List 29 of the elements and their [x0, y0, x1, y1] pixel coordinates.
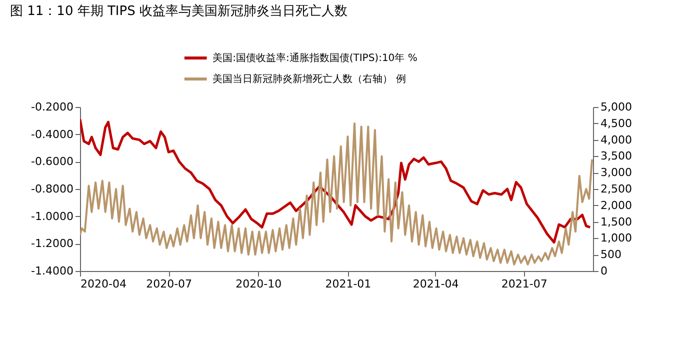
- x-tick-label: 2021-04: [412, 278, 459, 290]
- y2-tick-label: 3,500: [600, 150, 632, 163]
- y2-tick-label: 4,000: [600, 133, 632, 146]
- y2-tick-label: 4,500: [600, 116, 632, 130]
- x-tick-label: 2020-07: [146, 278, 192, 290]
- y2-tick-label: 0: [600, 264, 608, 278]
- y2-tick-label: 5,000: [600, 100, 632, 114]
- y2-tick-label: 2,500: [600, 182, 632, 196]
- legend-label: 美国:国债收益率:通胀指数国债(TIPS):10年 %: [212, 52, 418, 64]
- x-tick-label: 2020-04: [80, 278, 126, 290]
- x-tick-label: 2021-07: [501, 278, 548, 290]
- y-tick-label: -0.8000: [31, 182, 74, 196]
- x-tick-label: 2021-01: [325, 278, 372, 290]
- y-tick-label: -0.2000: [31, 100, 74, 114]
- y2-tick-label: 3,000: [600, 166, 632, 180]
- chart-title: 图 11：10 年期 TIPS 收益率与美国新冠肺炎当日死亡人数: [10, 3, 348, 19]
- y2-tick-label: 1,500: [600, 215, 632, 228]
- line-series: [80, 118, 592, 244]
- y-tick-label: -0.6000: [31, 155, 74, 168]
- x-tick-label: 2020-10: [236, 278, 282, 290]
- y-tick-label: -1.4000: [31, 264, 74, 278]
- y-tick-label: -1.0000: [31, 210, 74, 223]
- y-tick-label: -0.4000: [31, 128, 74, 141]
- y2-tick-label: 2,000: [600, 198, 632, 212]
- y-tick-label: -1.2000: [31, 237, 74, 250]
- legend-label: 美国当日新冠肺炎新增死亡人数（右轴） 例: [212, 73, 406, 85]
- y2-tick-label: 1,000: [600, 232, 632, 245]
- y2-tick-label: 500: [600, 248, 622, 262]
- line-series: [80, 122, 593, 266]
